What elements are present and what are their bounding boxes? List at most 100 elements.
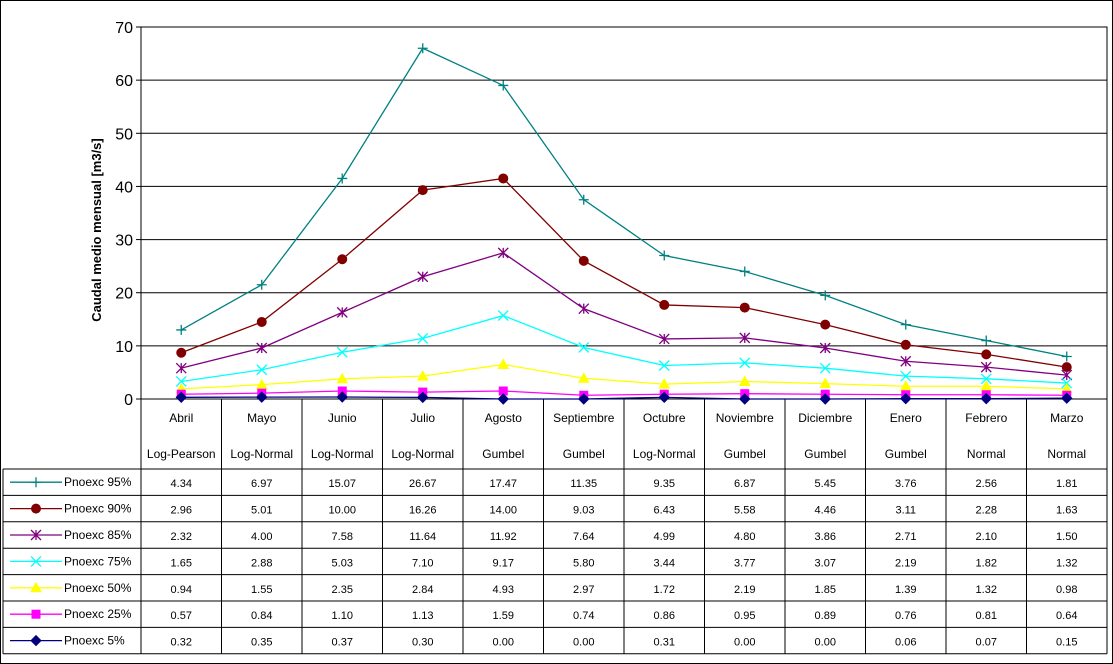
data-point [819, 342, 831, 354]
data-point [739, 332, 751, 344]
legend-key-marker [31, 609, 41, 619]
data-point [578, 255, 589, 266]
data-point [658, 378, 671, 389]
table-cell: 0.81 [976, 610, 997, 622]
table-cell: 0.30 [412, 637, 433, 649]
table-cell: 0.15 [1056, 637, 1077, 649]
category-label: Febrero [965, 411, 1007, 425]
table-cell: 0.35 [251, 637, 272, 649]
table-cell: 1.59 [493, 610, 514, 622]
legend-key-marker [31, 503, 41, 514]
table-cell: 17.47 [489, 478, 517, 490]
y-tick-label: 20 [115, 286, 133, 303]
data-point [820, 290, 831, 301]
table-cell: 10.00 [328, 505, 356, 517]
data-point [256, 316, 267, 327]
data-point [336, 346, 348, 358]
table-cell: 4.93 [493, 584, 514, 596]
data-point [578, 341, 590, 353]
data-point [980, 361, 992, 373]
table-cell: 0.00 [493, 637, 514, 649]
legend-key-marker [30, 634, 42, 647]
table-cell: 0.31 [654, 637, 675, 649]
table-cell: 4.80 [734, 531, 755, 543]
table-cell: 26.67 [409, 478, 437, 490]
category-label: Marzo [1050, 411, 1084, 425]
table-cell: 1.81 [1056, 478, 1077, 490]
y-axis-label: Caudal medio mensual [m3/s] [89, 138, 104, 322]
data-point [336, 372, 349, 384]
table-cell: 15.07 [328, 478, 356, 490]
table-cell: 6.97 [251, 478, 272, 490]
data-point [417, 391, 429, 404]
table-cell: 2.10 [976, 531, 997, 543]
table-cell: 1.82 [976, 557, 997, 569]
table-cell: 7.64 [573, 531, 594, 543]
table-cell: 1.85 [815, 584, 836, 596]
data-point [899, 380, 912, 391]
table-cell: 9.35 [654, 478, 675, 490]
table-cell: 2.19 [734, 584, 755, 596]
table-cell: 0.06 [895, 637, 916, 649]
data-point [659, 250, 670, 261]
table-cell: 0.00 [573, 637, 594, 649]
table-cell: 3.77 [734, 557, 755, 569]
table-cell: 6.43 [654, 505, 675, 517]
data-point [497, 247, 509, 259]
data-point [738, 375, 751, 386]
table-cell: 2.88 [251, 557, 272, 569]
data-point [176, 324, 187, 335]
table-cell: 1.50 [1056, 531, 1077, 543]
table-cell: 4.34 [171, 478, 192, 490]
data-point [176, 347, 187, 358]
table-cell: 4.46 [815, 505, 836, 517]
data-point [819, 362, 831, 374]
data-point [337, 254, 348, 265]
table-cell: 5.01 [251, 505, 272, 517]
legend-label: Pnoexc 75% [64, 554, 132, 568]
data-point [417, 332, 429, 344]
table-cell: 5.45 [815, 478, 836, 490]
data-point [417, 271, 429, 283]
table-cell: 0.76 [895, 610, 916, 622]
table-cell: 1.10 [332, 610, 353, 622]
data-point [256, 391, 268, 403]
data-point [336, 391, 348, 403]
data-table: Abril Log-Pearson Mayo Log-Normal Junio Log-N… [2, 399, 1108, 655]
category-label: Mayo [247, 411, 277, 425]
category-label: Noviembre [716, 411, 774, 425]
table-cell: 1.39 [895, 584, 916, 596]
distribution-label: Log-Pearson [147, 447, 216, 461]
table-cell: 14.00 [489, 505, 517, 517]
series-lines [180, 47, 1067, 400]
data-point [256, 279, 267, 290]
distribution-label: Normal [967, 447, 1006, 461]
series-line [180, 47, 1067, 358]
distribution-label: Log-Normal [633, 447, 696, 461]
y-tick-labels: 0 10 20 30 40 50 60 70 [115, 20, 133, 409]
table-cell: 0.00 [815, 637, 836, 649]
table-cell: 0.57 [171, 610, 192, 622]
table-cell: 0.89 [815, 610, 836, 622]
table-cell: 9.03 [573, 505, 594, 517]
data-point [900, 319, 911, 330]
data-point [658, 391, 670, 404]
legend-label: Pnoexc 50% [64, 581, 132, 595]
legend-key-marker [31, 477, 41, 488]
distribution-label: Gumbel [804, 447, 846, 461]
legend-label: Pnoexc 5% [64, 634, 125, 648]
data-point [417, 185, 428, 196]
table-cell: 0.00 [734, 637, 755, 649]
distribution-label: Log-Normal [391, 447, 454, 461]
table-cell: 5.03 [332, 557, 353, 569]
table-cell: 2.19 [895, 557, 916, 569]
category-label: Junio [328, 411, 357, 425]
table-cell: 1.13 [412, 610, 433, 622]
data-point [175, 376, 187, 387]
table-cell: 4.99 [654, 531, 675, 543]
data-point [578, 194, 589, 205]
data-point [658, 333, 670, 345]
legend-label: Pnoexc 25% [64, 607, 132, 621]
table-cell: 6.87 [734, 478, 755, 490]
